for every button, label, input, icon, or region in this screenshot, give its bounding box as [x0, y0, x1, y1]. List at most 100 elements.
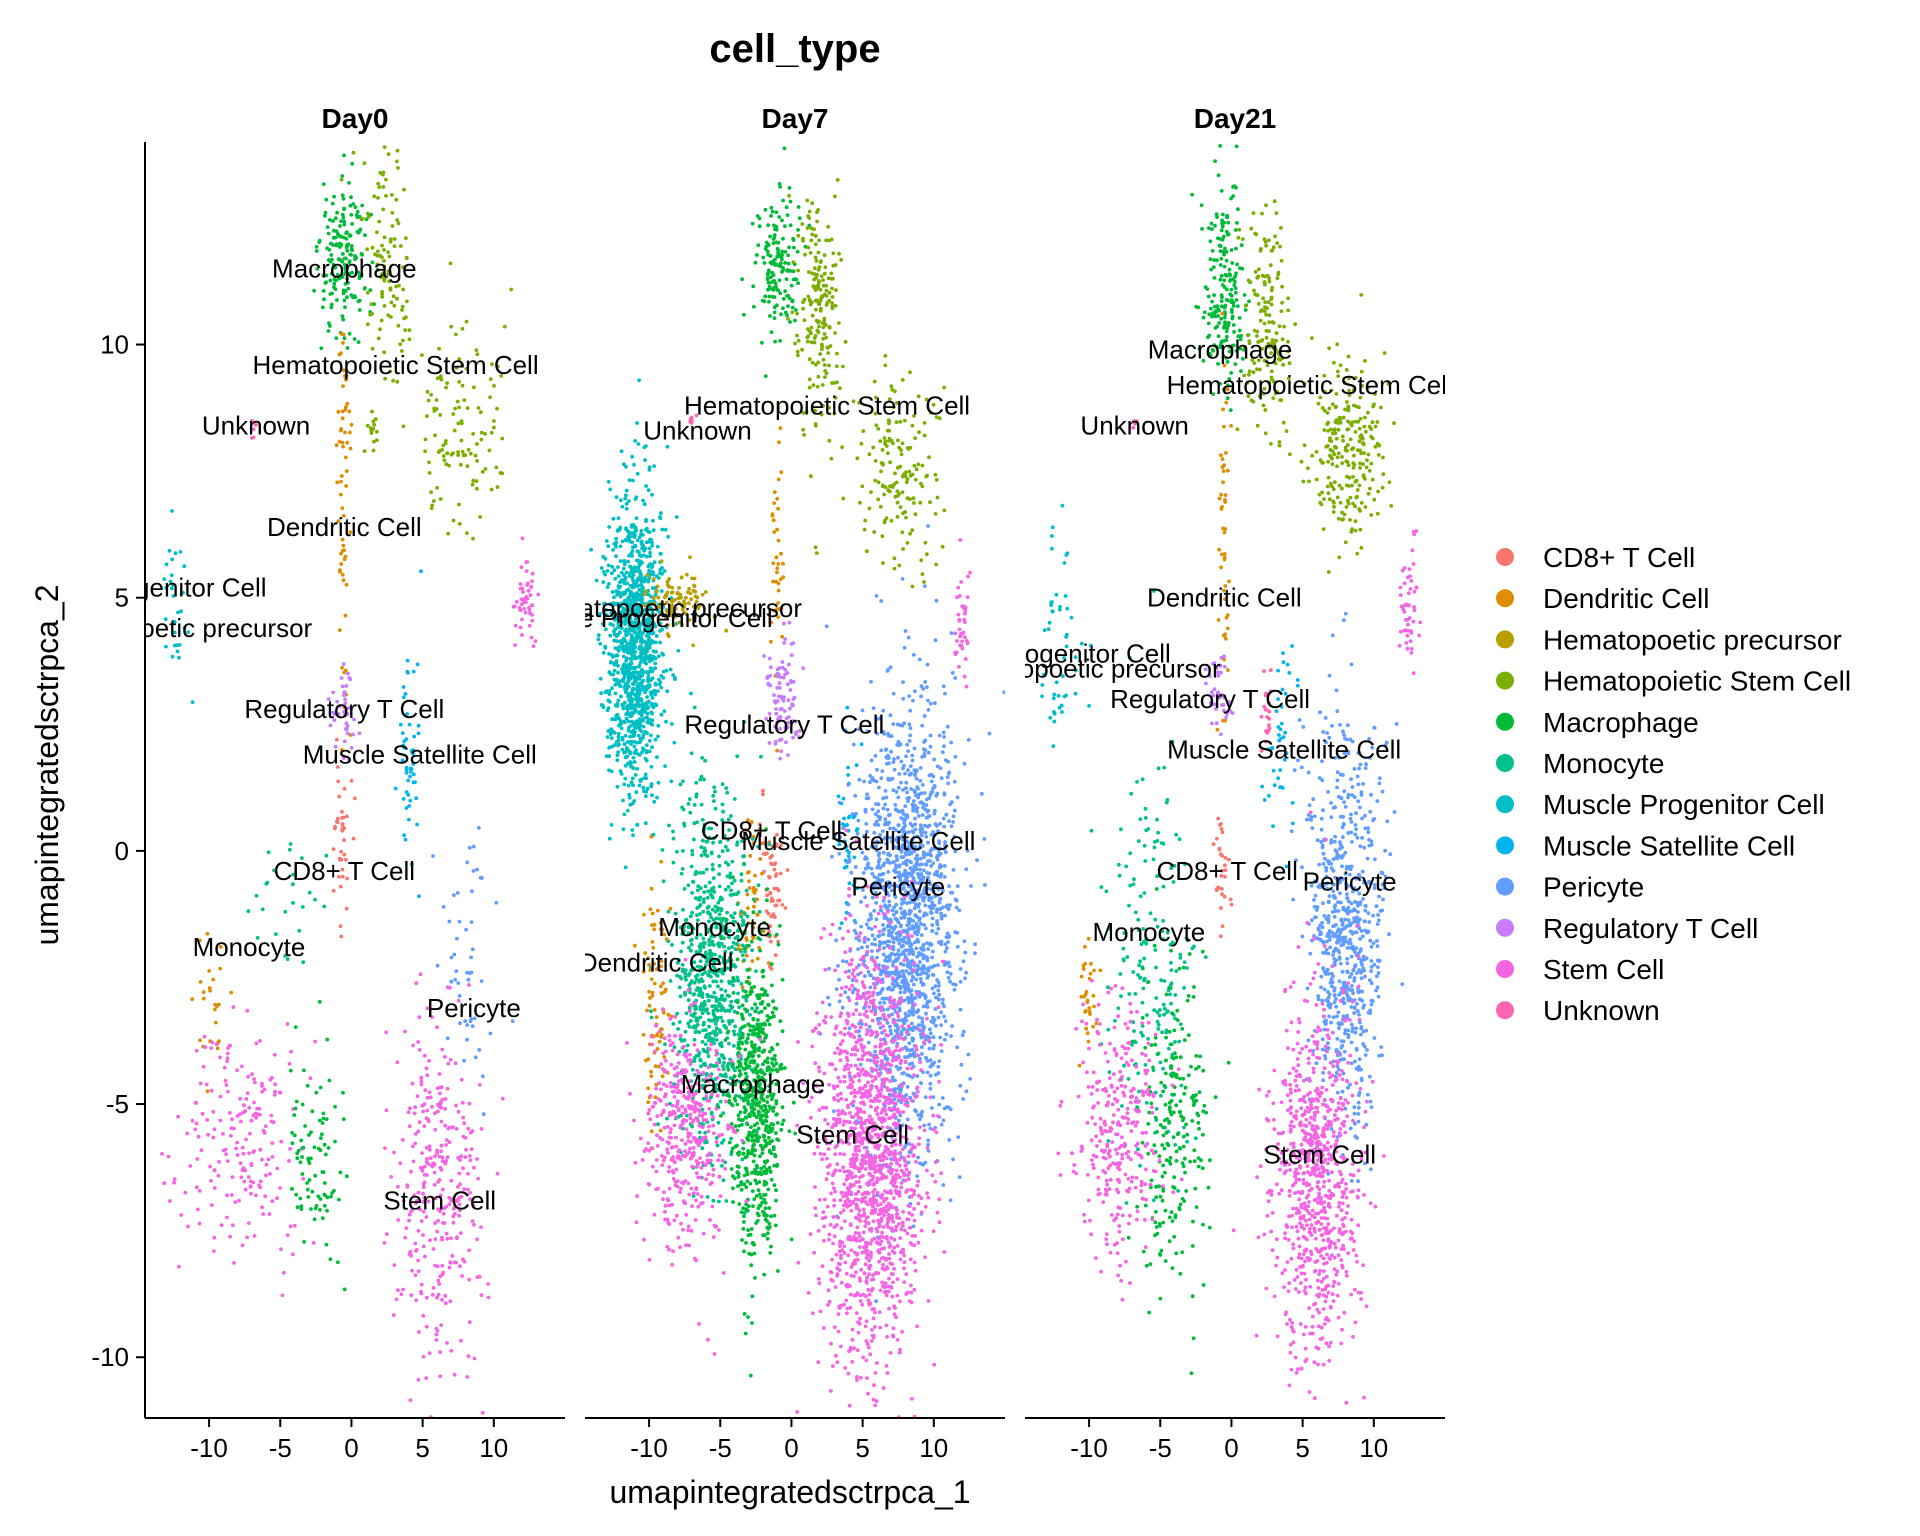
data-point	[842, 816, 846, 821]
data-point	[354, 213, 359, 218]
data-point	[345, 266, 349, 270]
data-point	[260, 1081, 264, 1086]
data-point	[826, 345, 831, 350]
data-point	[425, 1108, 430, 1113]
data-point	[650, 711, 655, 716]
data-point	[365, 322, 370, 327]
data-point	[704, 867, 709, 872]
data-point	[739, 1210, 744, 1214]
data-point	[752, 1059, 757, 1063]
data-point	[660, 651, 665, 656]
data-point	[384, 1108, 389, 1113]
cluster-regulatory-t-cell	[326, 662, 362, 762]
data-point	[637, 704, 641, 709]
data-point	[289, 1049, 293, 1054]
data-point	[211, 1109, 216, 1114]
data-point	[167, 548, 172, 553]
data-point	[702, 1061, 707, 1066]
data-point	[629, 660, 634, 665]
data-point	[632, 462, 636, 467]
cluster-dendritic-cell	[334, 331, 354, 752]
data-point	[433, 1111, 437, 1116]
data-point	[748, 1151, 753, 1156]
data-point	[461, 1115, 466, 1120]
data-point	[476, 825, 481, 830]
data-point	[630, 635, 634, 640]
data-point	[523, 610, 528, 615]
data-point	[339, 849, 343, 854]
data-point	[710, 994, 714, 999]
data-point	[632, 744, 637, 749]
data-point	[764, 1124, 769, 1128]
data-point	[425, 1006, 430, 1011]
data-point	[409, 862, 414, 867]
data-point	[623, 776, 628, 781]
data-point	[439, 374, 443, 379]
y-tick-label: -10	[91, 1342, 129, 1372]
data-point	[644, 519, 648, 524]
data-point	[415, 822, 419, 827]
data-point	[766, 682, 771, 687]
data-point	[767, 1135, 771, 1140]
data-point	[619, 570, 624, 575]
data-point	[436, 1207, 441, 1212]
data-point	[300, 1102, 305, 1107]
data-point	[339, 479, 343, 484]
data-point	[607, 699, 612, 704]
data-point	[283, 909, 288, 914]
data-point	[746, 1204, 751, 1209]
data-point	[713, 904, 718, 909]
data-point	[778, 924, 782, 928]
data-point	[750, 1006, 754, 1011]
data-point	[681, 807, 686, 812]
data-point	[742, 1312, 747, 1316]
data-point	[637, 783, 642, 788]
data-point	[407, 1212, 412, 1217]
data-point	[392, 1263, 397, 1267]
data-point	[171, 583, 175, 587]
data-point	[873, 459, 878, 463]
data-point	[805, 335, 810, 340]
data-point	[667, 823, 671, 828]
data-point	[772, 285, 776, 290]
data-point	[822, 271, 827, 276]
data-point	[733, 1176, 737, 1181]
data-point	[641, 498, 645, 503]
data-point	[520, 536, 525, 541]
data-point	[634, 610, 638, 615]
data-point	[448, 1057, 453, 1062]
data-point	[634, 516, 639, 521]
data-point	[373, 417, 378, 422]
data-point	[335, 820, 340, 825]
data-point	[761, 1031, 766, 1035]
data-point	[292, 1133, 297, 1138]
data-point	[626, 783, 631, 788]
data-point	[774, 1131, 778, 1135]
data-point	[454, 1260, 458, 1265]
data-point	[301, 960, 306, 965]
data-point	[263, 1194, 268, 1199]
data-point	[935, 495, 940, 500]
data-point	[403, 1029, 407, 1034]
data-point	[767, 294, 772, 299]
data-point	[170, 509, 175, 513]
data-point	[526, 588, 531, 593]
data-point	[410, 1268, 414, 1273]
data-point	[340, 809, 344, 814]
data-point	[344, 1174, 349, 1179]
data-point	[403, 837, 408, 842]
data-point	[419, 1289, 423, 1294]
data-point	[341, 444, 345, 449]
data-point	[466, 1126, 471, 1131]
data-point	[323, 1193, 327, 1198]
data-point	[492, 384, 496, 388]
data-point	[897, 445, 902, 450]
data-point	[756, 1188, 761, 1193]
data-point	[626, 707, 630, 712]
data-point	[665, 689, 670, 694]
data-point	[749, 1263, 754, 1268]
data-point	[345, 295, 349, 300]
data-point	[228, 1234, 233, 1239]
cluster-muscle-satellite-cell	[393, 569, 423, 899]
data-point	[210, 1040, 215, 1045]
